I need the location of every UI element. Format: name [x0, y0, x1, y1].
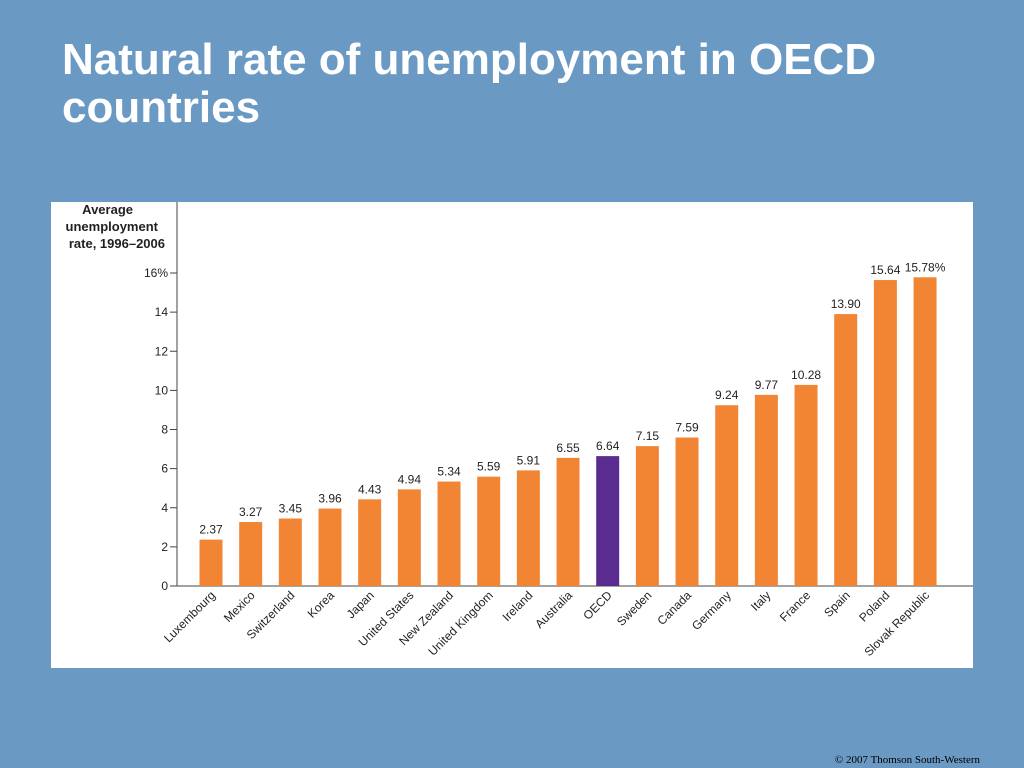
bar-value-label: 9.77 [755, 378, 779, 392]
bar-value-label: 3.45 [279, 502, 303, 516]
category-label: Spain [821, 588, 853, 620]
bar-value-label: 6.64 [596, 439, 620, 453]
bar-luxembourg [199, 539, 223, 586]
bar-oecd [596, 456, 620, 586]
bar-value-label: 13.90 [831, 297, 861, 311]
bar-value-label: 4.94 [398, 472, 422, 486]
y-tick-label: 6 [161, 462, 168, 476]
bar-slovak-republic [913, 277, 937, 586]
category-label: Japan [344, 588, 377, 621]
category-label: Luxembourg [161, 588, 218, 645]
bar-new-zealand [437, 481, 461, 586]
category-label: OECD [580, 588, 615, 623]
bar-value-label: 7.15 [636, 429, 660, 443]
y-axis-label-line-1: Average [82, 202, 133, 217]
bar-value-label: 3.27 [239, 505, 263, 519]
bar-germany [715, 405, 739, 586]
y-axis-label-line-2: unemployment [66, 219, 159, 234]
category-label: Korea [305, 588, 338, 621]
y-tick-label: 2 [161, 540, 168, 554]
category-label: Sweden [614, 588, 655, 629]
bar-value-label: 2.37 [199, 523, 223, 537]
bar-australia [556, 457, 580, 586]
bar-value-label: 6.55 [556, 441, 580, 455]
bar-value-label: 5.91 [517, 453, 541, 467]
bar-value-label: 4.43 [358, 482, 382, 496]
bar-poland [873, 280, 897, 586]
bar-value-label: 7.59 [675, 421, 699, 435]
category-label: Canada [655, 588, 695, 628]
y-tick-label: 0 [161, 579, 168, 593]
category-label: Poland [856, 588, 892, 624]
category-label: Australia [532, 588, 575, 631]
bar-canada [675, 437, 699, 586]
slide-title-line-2: countries [62, 83, 261, 132]
slide-title-line-1: Natural rate of unemployment in OECD [62, 35, 877, 84]
y-tick-label: 4 [161, 501, 168, 515]
bar-sweden [635, 446, 659, 586]
y-tick-label: 10 [155, 383, 169, 397]
slide-title: Natural rate of unemployment in OECD cou… [62, 36, 962, 132]
bar-ireland [516, 470, 540, 586]
bar-france [794, 384, 818, 586]
bar-spain [834, 314, 858, 586]
category-label: Germany [689, 588, 734, 633]
y-tick-label: 14 [155, 305, 169, 319]
bar-value-label: 15.78% [905, 260, 946, 274]
bar-value-label: 5.59 [477, 460, 501, 474]
bar-switzerland [278, 518, 302, 586]
bar-united-kingdom [477, 476, 501, 586]
bar-value-label: 5.34 [437, 465, 461, 479]
chart-panel: Average unemployment rate, 1996–2006 0 2 4… [51, 202, 973, 668]
y-tick-label: 8 [161, 423, 168, 437]
bar-value-label: 9.24 [715, 388, 739, 402]
bar-united-states [397, 489, 421, 586]
bar-value-label: 10.28 [791, 368, 821, 382]
category-label: Mexico [221, 588, 258, 625]
y-axis-label-line-3: rate, 1996–2006 [69, 236, 165, 251]
y-tick-label: 12 [155, 344, 169, 358]
category-label: Ireland [500, 588, 536, 624]
copyright-notice: © 2007 Thomson South-Western [834, 754, 980, 766]
y-tick-label: 16% [144, 266, 168, 280]
bar-value-label: 15.64 [870, 263, 900, 277]
category-label: Italy [748, 588, 773, 613]
bar-mexico [239, 522, 263, 586]
unemployment-bar-chart: Average unemployment rate, 1996–2006 0 2 4… [66, 202, 973, 659]
bar-italy [754, 394, 778, 586]
bar-korea [318, 508, 342, 586]
category-label: France [777, 588, 814, 625]
bar-value-label: 3.96 [318, 492, 342, 506]
bar-japan [358, 499, 382, 586]
